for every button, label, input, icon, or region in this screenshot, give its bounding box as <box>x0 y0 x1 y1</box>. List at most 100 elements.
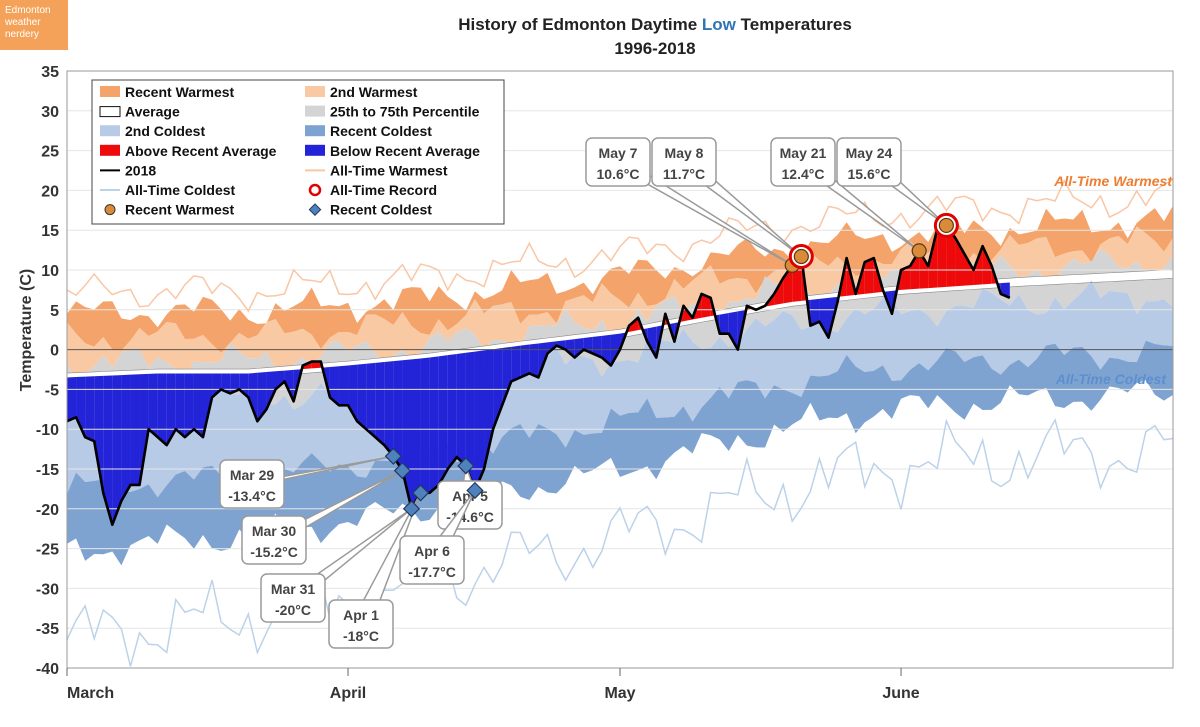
anomaly-segment <box>574 338 584 358</box>
chart-title: History of Edmonton Daytime Low Temperat… <box>458 15 852 34</box>
band-recent-warmest <box>67 205 1173 353</box>
x-tick-label: March <box>67 685 114 702</box>
callout-box <box>241 515 307 565</box>
anomaly-segment <box>85 376 95 442</box>
cold-diamond-marker <box>411 484 430 502</box>
anomaly-segment <box>193 373 203 438</box>
markers <box>384 212 959 518</box>
brand-line-2: weather <box>5 17 41 28</box>
callout-date: Apr 6 <box>414 543 450 559</box>
anomaly-segment <box>275 370 285 390</box>
legend-label: Recent Coldest <box>330 202 432 218</box>
cold-diamond-marker <box>466 481 484 500</box>
callout: Apr 6 -17.7°C <box>399 490 476 585</box>
legend-swatch <box>100 125 120 137</box>
legend-swatch <box>305 125 325 137</box>
anomaly-segment <box>311 361 321 369</box>
anomaly-segment <box>438 355 448 485</box>
y-tick-label: 30 <box>41 104 59 121</box>
y-tick-label: 15 <box>41 223 59 240</box>
legend: Recent Warmest 2nd Warmest Average 25th to … <box>91 79 505 225</box>
legend-label: 25th to 75th Percentile <box>330 104 480 120</box>
callout-value: 12.4°C <box>782 166 825 182</box>
callout-value: -15.2°C <box>250 544 298 560</box>
legend-label: 2nd Warmest <box>330 84 418 100</box>
anomaly-segment <box>529 343 539 378</box>
anomaly-segment <box>429 356 439 493</box>
callout-box <box>399 535 465 585</box>
legend-swatch <box>305 144 325 156</box>
legend-swatch <box>305 86 325 97</box>
brand-line-3: nerdery <box>5 29 39 40</box>
anomaly-segment <box>973 246 983 286</box>
callout-box <box>328 599 394 649</box>
x-tick-label: May <box>604 685 635 702</box>
legend-item: Average <box>99 104 180 120</box>
callout-date: May 7 <box>599 145 638 161</box>
callout-box <box>836 137 902 187</box>
anomaly-segment <box>184 373 194 438</box>
anomaly-segment <box>393 360 403 471</box>
legend-item: All-Time Coldest <box>100 182 236 198</box>
cold-diamond-marker <box>402 500 421 518</box>
anomaly-segment <box>366 362 376 438</box>
callout-value: 15.6°C <box>848 166 891 182</box>
callout: May 8 11.7°C <box>651 137 802 258</box>
anomaly-segment <box>456 352 466 466</box>
legend-item: Below Recent Average <box>305 143 480 159</box>
legend-swatch <box>308 183 322 197</box>
anomaly-segment <box>592 335 602 358</box>
anomaly-segment <box>166 373 176 446</box>
anomaly-segment <box>937 225 947 288</box>
anomaly-segment <box>221 373 231 394</box>
anomaly-segment <box>257 372 267 422</box>
legend-swatch <box>308 203 322 216</box>
callout-value: 11.7°C <box>663 166 705 182</box>
y-tick-label: -15 <box>36 462 59 479</box>
anomaly-segment <box>375 361 385 446</box>
legend-item: Recent Warmest <box>100 84 235 100</box>
x-tick-label: April <box>330 685 366 702</box>
anomaly-segment <box>411 358 421 509</box>
callout-value: -18°C <box>343 628 379 644</box>
callout-date: Mar 30 <box>252 523 297 539</box>
callout-date: May 24 <box>846 145 893 161</box>
callout-date: Mar 29 <box>230 467 275 483</box>
callout: Mar 30 -15.2°C <box>241 469 403 565</box>
legend-label: Recent Coldest <box>330 123 432 139</box>
chart-subtitle: 1996-2018 <box>614 39 695 58</box>
anomaly-segment <box>157 373 167 446</box>
callout: May 21 12.4°C <box>770 137 920 252</box>
anomaly-segment <box>447 353 457 469</box>
band-percentile-upper <box>67 248 1173 382</box>
legend-item: Above Recent Average <box>100 143 277 159</box>
y-tick-label: -25 <box>36 542 59 559</box>
series-lines <box>66 178 1174 667</box>
callout: Mar 31 -20°C <box>260 508 412 623</box>
cold-diamond-marker <box>384 447 402 465</box>
callout: May 7 10.6°C <box>585 137 793 266</box>
anomaly-segment <box>338 365 349 406</box>
callout-value: 10.6°C <box>597 166 640 182</box>
anomaly-segment <box>67 377 77 422</box>
warm-dot-marker <box>793 248 809 265</box>
legend-label: Recent Warmest <box>125 202 235 218</box>
y-tick-label: 20 <box>41 183 59 200</box>
warm-dot-marker <box>938 217 954 234</box>
anomaly-segment <box>94 375 104 493</box>
callout-date: May 8 <box>665 145 704 161</box>
legend-label: Average <box>125 104 180 120</box>
callouts: Mar 29 -13.4°C Mar 30 -15.2°C Mar 31 -20°C Apr… <box>219 137 947 649</box>
alltime-warmest-label: All-Time Warmest <box>1053 173 1173 189</box>
y-tick-label: -35 <box>36 621 59 638</box>
anomaly-segment <box>982 246 992 285</box>
y-tick-label: 35 <box>41 64 59 81</box>
anomaly-segment <box>520 344 530 378</box>
legend-item: 2nd Coldest <box>100 123 205 139</box>
callout-date: Mar 31 <box>271 581 316 597</box>
legend-item: Recent Warmest <box>104 202 235 218</box>
legend-label: All-Time Record <box>330 182 437 198</box>
legend-item: All-Time Record <box>308 182 437 198</box>
brand-badge: Edmonton weather nerdery <box>0 0 68 50</box>
callout-box <box>770 137 836 187</box>
